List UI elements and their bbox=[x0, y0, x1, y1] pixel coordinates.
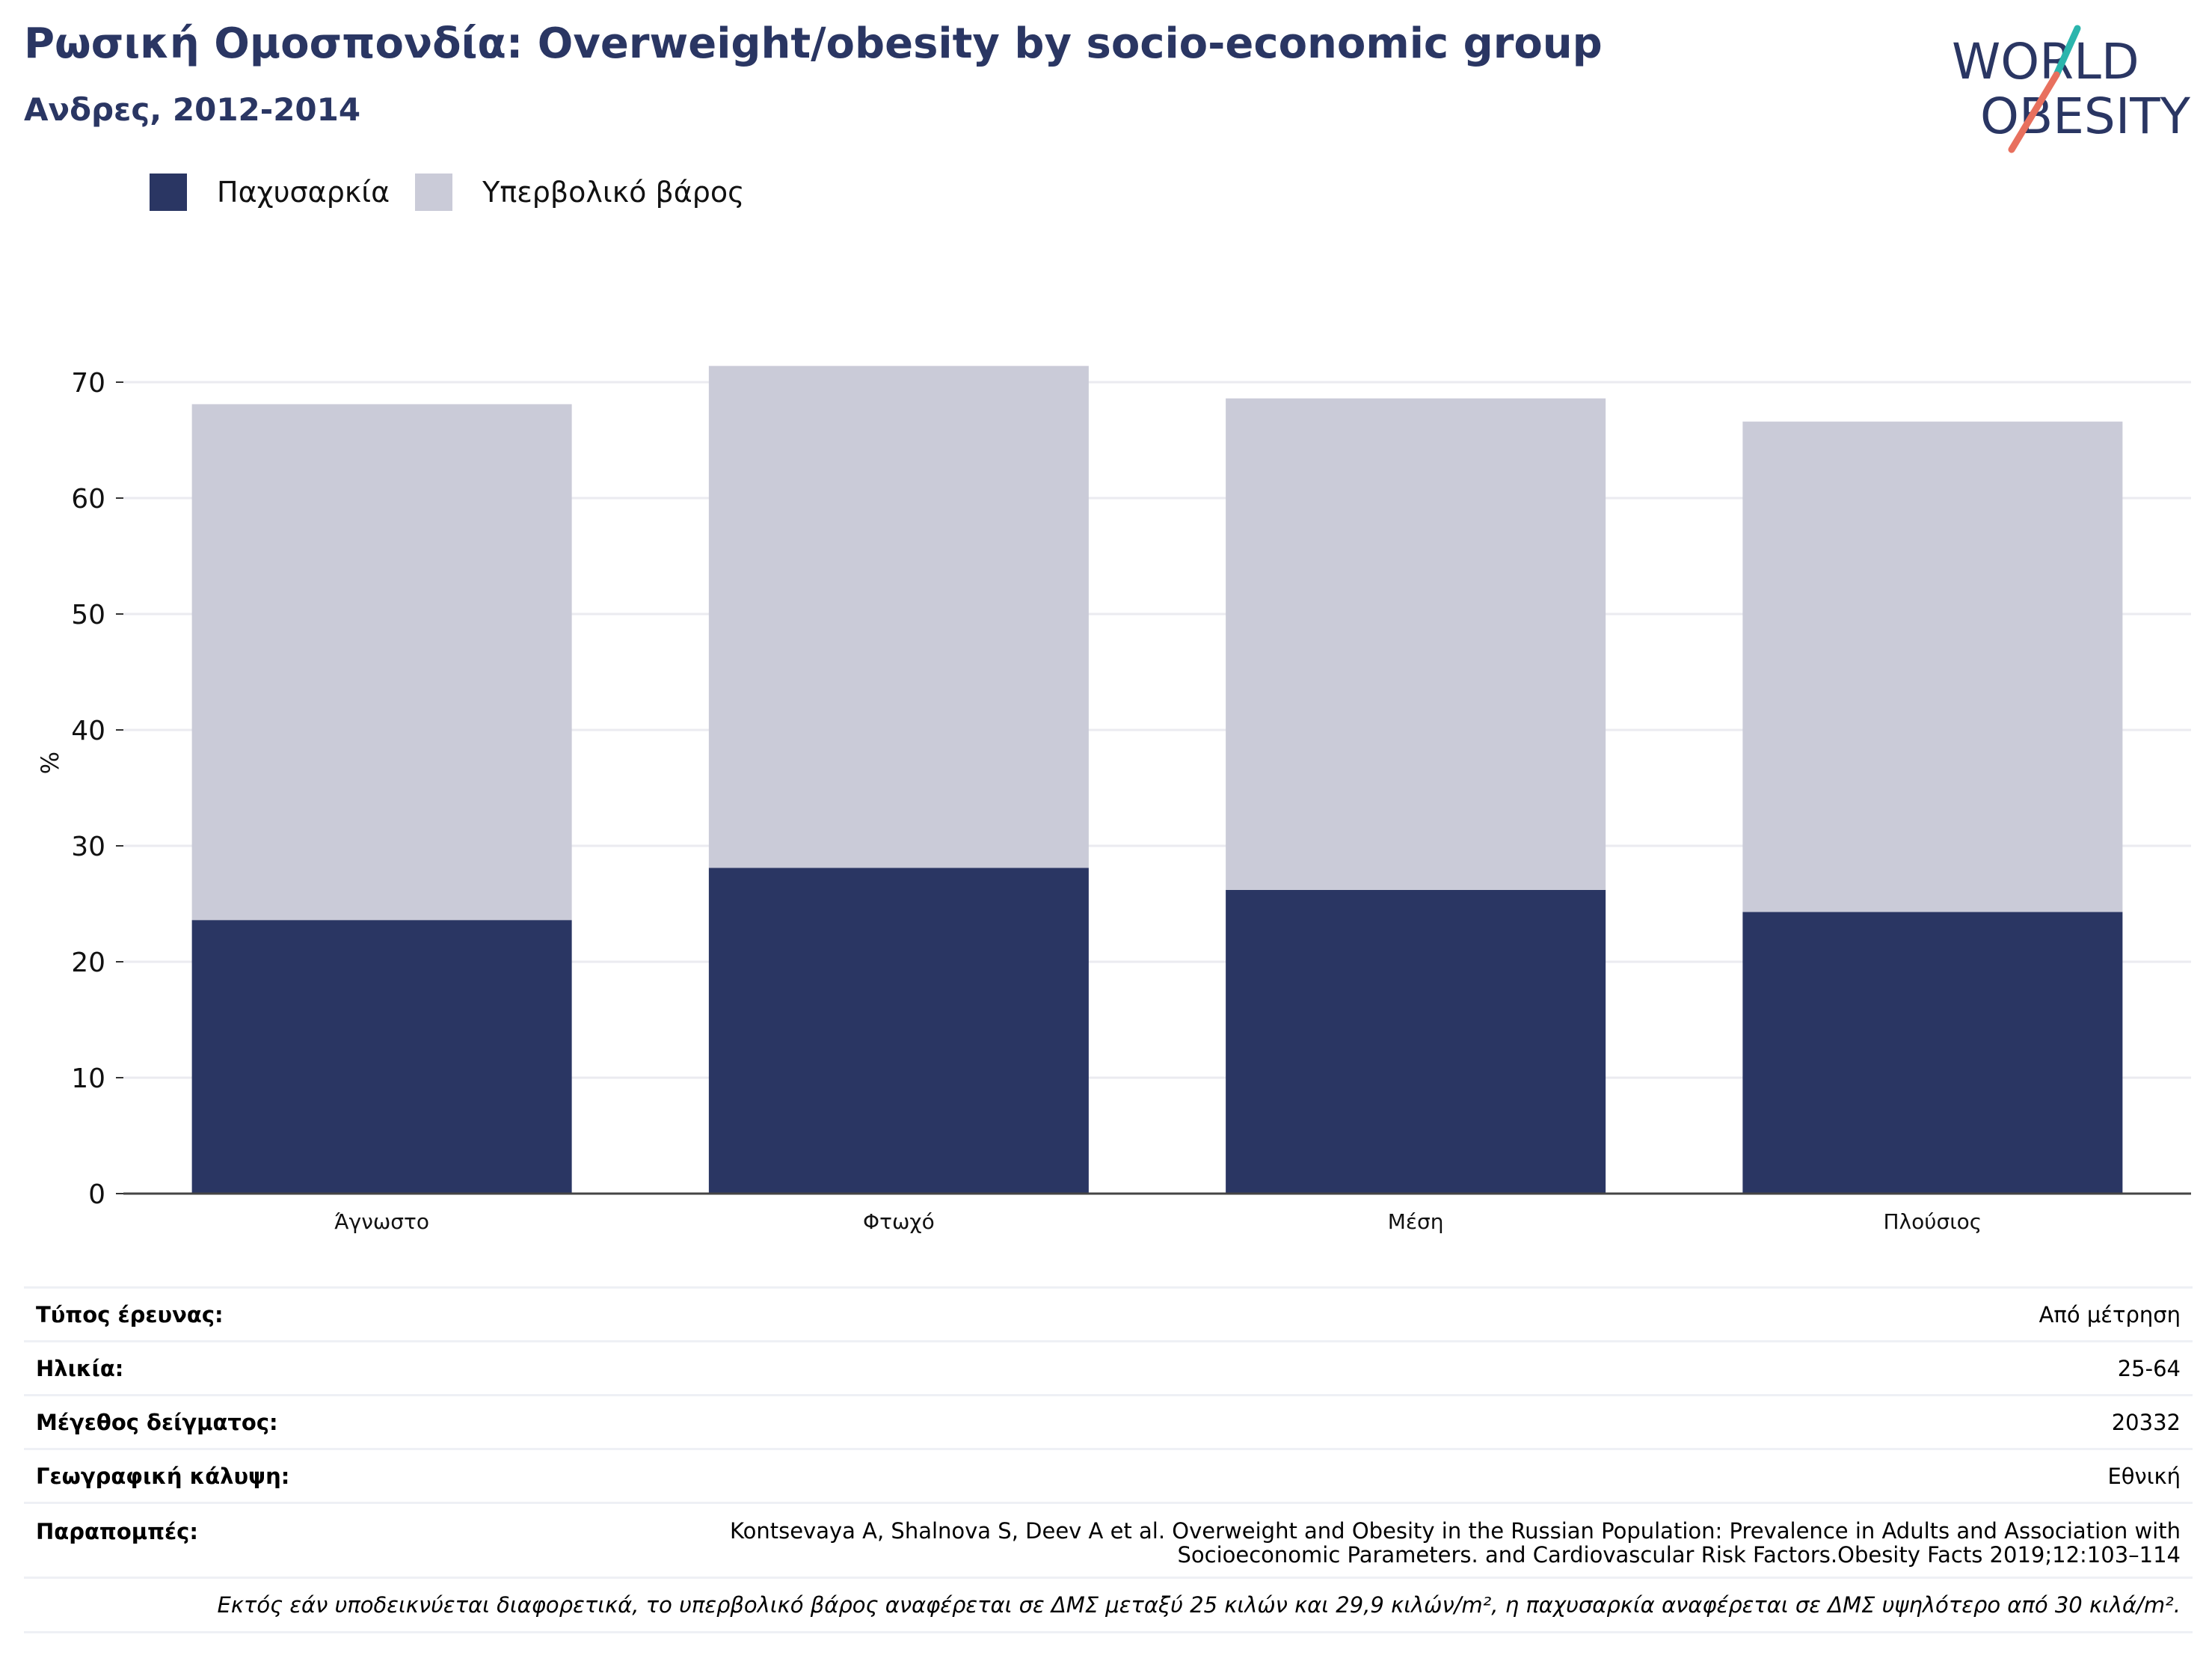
survey-info-table: Τύπος έρευνας: Από μέτρηση Ηλικία: 25-64… bbox=[24, 1286, 2193, 1633]
meta-key: Τύπος έρευνας: bbox=[36, 1301, 224, 1327]
y-tick-label: 70 bbox=[71, 368, 105, 399]
reference-line: Kontsevaya A, Shalnova S, Deev A et al. … bbox=[730, 1518, 2181, 1544]
x-tick-label: Άγνωστο bbox=[334, 1209, 429, 1234]
meta-key: Γεωγραφική κάλυψη: bbox=[36, 1463, 290, 1489]
y-axis-label: % bbox=[36, 752, 64, 774]
meta-row-age: Ηλικία: 25-64 bbox=[24, 1340, 2193, 1394]
logo-text-world: WORLD bbox=[1952, 33, 2139, 90]
y-tick-label: 60 bbox=[71, 484, 105, 515]
bar-obesity bbox=[708, 868, 1089, 1194]
bar-overweight bbox=[1742, 421, 2123, 912]
logo-slash-teal bbox=[2053, 25, 2081, 79]
footnote: Εκτός εάν υποδεικνύεται διαφορετικά, το … bbox=[217, 1592, 2181, 1618]
y-tick-label: 40 bbox=[71, 716, 105, 746]
chart-legend: Παχυσαρκία Υπερβολικό βάρος bbox=[150, 174, 769, 211]
legend-swatch-obesity bbox=[150, 174, 187, 211]
bar-overweight bbox=[1226, 398, 1606, 890]
meta-value: 20332 bbox=[2111, 1409, 2181, 1435]
meta-row-references: Παραπομπές: Kontsevaya A, Shalnova S, De… bbox=[24, 1502, 2193, 1577]
legend-item-obesity: Παχυσαρκία bbox=[150, 174, 390, 211]
stacked-bar-chart: 0 10 20 30 40 50 60 70% Άγνωστο Φτωχό Μέση Πλούσιος bbox=[36, 366, 2191, 1234]
footnote-row: Εκτός εάν υποδεικνύεται διαφορετικά, το … bbox=[24, 1577, 2193, 1633]
meta-key: Ηλικία: bbox=[36, 1355, 124, 1381]
logo-text-obesity: OBESITY bbox=[1980, 88, 2191, 145]
meta-row-sample-size: Μέγεθος δείγματος: 20332 bbox=[24, 1394, 2193, 1448]
reference-text: Kontsevaya A, Shalnova S, Deev A et al. … bbox=[730, 1519, 2181, 1567]
meta-key: Μέγεθος δείγματος: bbox=[36, 1409, 278, 1435]
y-tick-label: 0 bbox=[88, 1179, 105, 1210]
meta-row-survey-type: Τύπος έρευνας: Από μέτρηση bbox=[24, 1286, 2193, 1340]
bar-obesity bbox=[191, 920, 572, 1194]
x-tick-label: Φτωχό bbox=[863, 1209, 935, 1234]
meta-value: Εθνική bbox=[2107, 1463, 2181, 1489]
legend-label-obesity: Παχυσαρκία bbox=[217, 176, 390, 209]
meta-value: Από μέτρηση bbox=[2039, 1301, 2181, 1327]
legend-item-overweight: Υπερβολικό βάρος bbox=[415, 174, 744, 211]
bar-overweight bbox=[708, 366, 1089, 868]
x-tick-label: Μέση bbox=[1388, 1209, 1444, 1234]
bar-obesity bbox=[1742, 912, 2123, 1194]
bar-overweight bbox=[191, 404, 572, 921]
logo-slash-coral bbox=[2008, 71, 2060, 153]
y-tick-label: 50 bbox=[71, 600, 105, 630]
x-tick-label: Πλούσιος bbox=[1884, 1209, 1982, 1234]
page-title: Ρωσική Ομοσπονδία: Overweight/obesity by… bbox=[24, 19, 1603, 68]
meta-value: 25-64 bbox=[2117, 1355, 2181, 1381]
meta-key: Παραπομπές: bbox=[36, 1519, 198, 1544]
legend-label-overweight: Υπερβολικό βάρος bbox=[482, 176, 745, 209]
reference-line: Socioeconomic Parameters. and Cardiovasc… bbox=[1177, 1542, 2181, 1568]
bar-obesity bbox=[1226, 889, 1606, 1194]
meta-row-coverage: Γεωγραφική κάλυψη: Εθνική bbox=[24, 1448, 2193, 1502]
legend-swatch-overweight bbox=[415, 174, 453, 211]
y-tick-label: 20 bbox=[71, 948, 105, 978]
world-obesity-logo: WORLD OBESITY bbox=[1952, 25, 2191, 153]
y-tick-label: 10 bbox=[71, 1063, 105, 1094]
page-subtitle: Ανδρες, 2012-2014 bbox=[24, 91, 361, 128]
y-tick-label: 30 bbox=[71, 832, 105, 862]
